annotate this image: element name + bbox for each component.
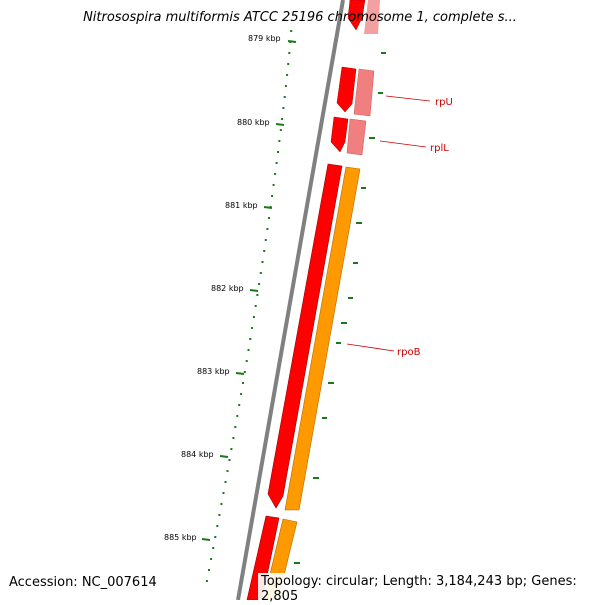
gc-dot (274, 173, 277, 175)
gc-dot (208, 569, 210, 571)
gene-label-rpu: rpU (385, 95, 453, 108)
gc-dot (263, 250, 266, 252)
topology-summary: Topology: circular; Length: 3,184,243 bp… (258, 573, 600, 605)
gc-dot (258, 283, 261, 285)
gc-dot (240, 393, 243, 395)
genome-backbone (236, 0, 345, 600)
gc-dot (214, 536, 217, 538)
gc-dot (272, 184, 275, 186)
gc-dot (283, 96, 286, 98)
tick-883: 883 kbp (197, 367, 245, 376)
gc-dot (277, 151, 279, 153)
gc-dot (210, 558, 213, 560)
gc-dot (251, 327, 254, 329)
gc-dot (278, 140, 281, 142)
gc-dot (205, 580, 208, 582)
gene-label-text: rpoB (397, 347, 421, 358)
gc-dot (216, 525, 219, 527)
gc-dot (220, 503, 223, 505)
tick-879: 879 kbp (248, 34, 297, 43)
gc-dot (264, 239, 267, 241)
gene-feature-rpob (267, 163, 361, 511)
gc-dot (281, 118, 284, 120)
gc-dot (259, 272, 262, 274)
gene-label-text: rplL (430, 143, 449, 154)
tick-882: 882 kbp (211, 284, 259, 293)
gc-dot (232, 437, 235, 439)
tick-label: 880 kbp (237, 118, 270, 127)
gc-dot (222, 492, 225, 494)
gc-dot (245, 360, 248, 362)
gc-dot (243, 371, 246, 373)
gene-label-rpob: rpoB (346, 343, 421, 358)
gc-dot (218, 514, 221, 516)
tick-885: 885 kbp (164, 533, 211, 542)
gc-dot (234, 426, 237, 428)
tick-884: 884 kbp (181, 450, 229, 459)
gc-dot (286, 74, 289, 76)
gc-dot (290, 30, 293, 32)
gc-dot (226, 470, 229, 472)
gc-dot (249, 338, 252, 340)
tick-label: 884 kbp (181, 450, 214, 459)
scale-ticks: 879 kbp 880 kbp 881 kbp 882 kbp 883 kbp … (164, 34, 297, 542)
gc-dot (279, 129, 282, 131)
gc-dot (254, 305, 257, 307)
gc-dot (256, 294, 259, 296)
gc-dot (242, 382, 244, 384)
gc-dot (247, 349, 250, 351)
gc-dot (271, 195, 274, 197)
gene-label-text: rpU (435, 97, 453, 108)
gc-skew-track (294, 52, 386, 564)
accession-label: Accession: NC_007614 (9, 575, 157, 590)
tick-label: 882 kbp (211, 284, 244, 293)
gene-feature-rpu (336, 66, 375, 117)
gc-dot (268, 217, 270, 219)
gc-dot (228, 459, 231, 461)
gc-dot (288, 52, 291, 54)
gene-feature-rpll (330, 116, 367, 156)
gc-dot (261, 261, 264, 263)
tick-880: 880 kbp (237, 118, 285, 127)
tick-label: 881 kbp (225, 201, 258, 210)
gc-dot (238, 404, 241, 406)
gc-dot (282, 107, 285, 109)
gc-dot (230, 448, 233, 450)
tick-label: 885 kbp (164, 533, 197, 542)
gc-dot (236, 415, 239, 417)
gc-dot (224, 481, 227, 483)
gc-dot (284, 85, 287, 87)
gene-label-rpll: rplL (379, 140, 449, 154)
map-title: Nitrosospira multiformis ATCC 25196 chro… (83, 10, 517, 25)
gc-dot (252, 316, 255, 318)
tick-label: 879 kbp (248, 34, 281, 43)
tick-label: 883 kbp (197, 367, 230, 376)
gc-dot (275, 162, 278, 164)
gene-feature-top (347, 0, 380, 34)
gc-dot (266, 228, 269, 230)
gc-dot (287, 63, 290, 65)
gc-dot (212, 547, 215, 549)
tick-881: 881 kbp (225, 201, 273, 210)
